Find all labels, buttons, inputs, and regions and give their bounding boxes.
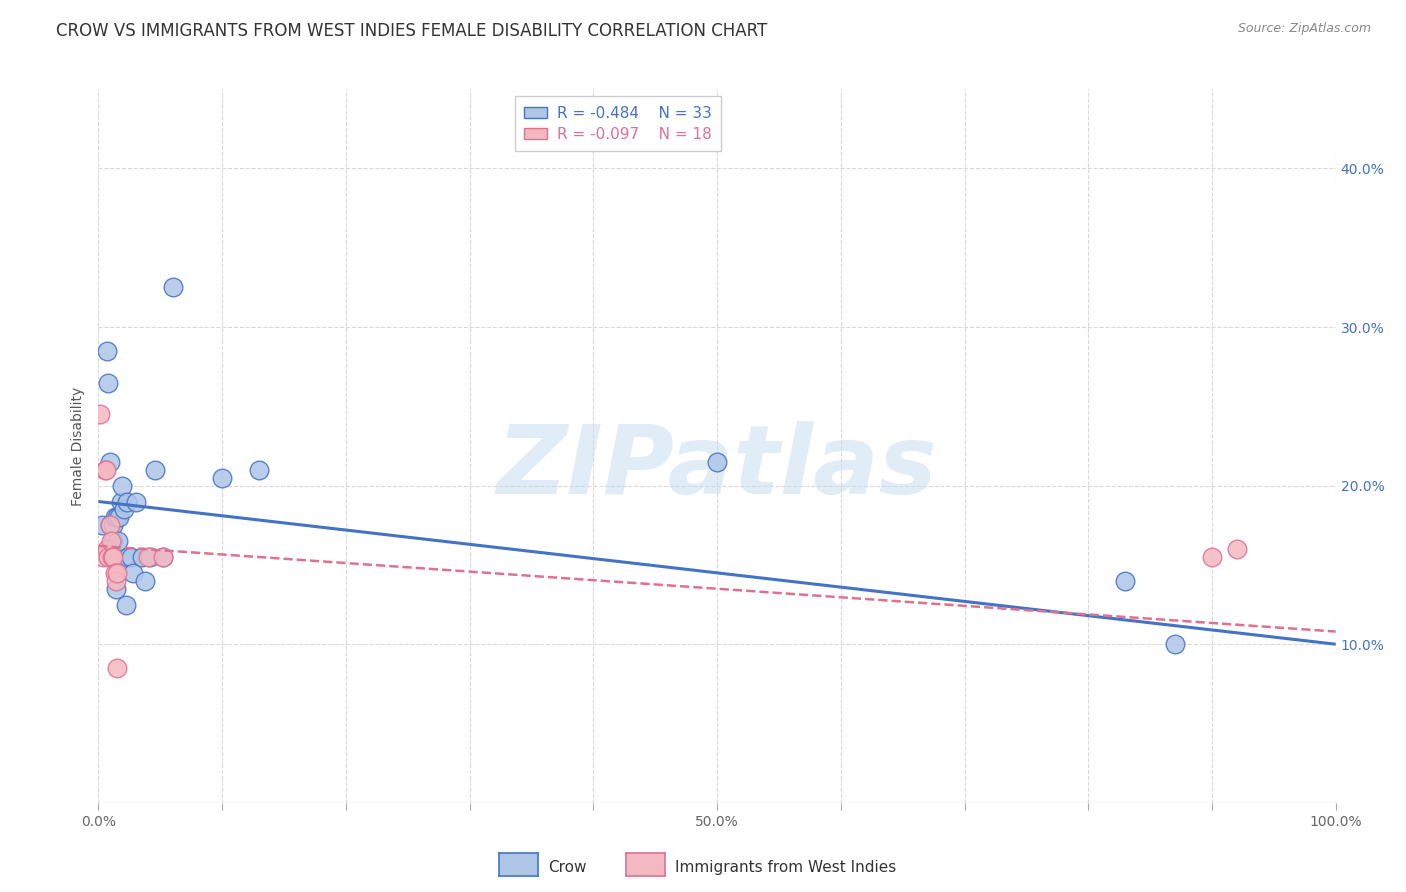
- Point: [103, 518, 125, 533]
- Text: Source: ZipAtlas.com: Source: ZipAtlas.com: [1237, 22, 1371, 36]
- Point: [100, 534, 122, 549]
- Point: [122, 566, 145, 580]
- Point: [103, 534, 125, 549]
- Point: [97, 549, 120, 564]
- Point: [112, 502, 135, 516]
- Point: [105, 566, 128, 580]
- Y-axis label: Female Disability: Female Disability: [72, 386, 86, 506]
- Text: ZIPatlas: ZIPatlas: [496, 421, 938, 514]
- Point: [105, 661, 128, 675]
- Point: [120, 549, 142, 564]
- Point: [211, 471, 233, 485]
- Point: [103, 566, 125, 580]
- Point: [103, 549, 125, 564]
- Point: [152, 549, 174, 564]
- Point: [706, 455, 728, 469]
- Point: [104, 582, 127, 596]
- Point: [143, 463, 166, 477]
- Point: [98, 455, 121, 469]
- Point: [134, 574, 156, 588]
- Point: [110, 494, 132, 508]
- Point: [131, 549, 153, 564]
- Point: [1114, 574, 1136, 588]
- Point: [1201, 549, 1223, 564]
- Point: [108, 510, 131, 524]
- Point: [1226, 542, 1249, 557]
- Point: [136, 549, 159, 564]
- Point: [105, 510, 128, 524]
- Point: [124, 494, 146, 508]
- Point: [94, 463, 117, 477]
- Point: [97, 376, 120, 390]
- Point: [93, 463, 115, 477]
- Point: [104, 574, 127, 588]
- Point: [152, 549, 174, 564]
- Text: CROW VS IMMIGRANTS FROM WEST INDIES FEMALE DISABILITY CORRELATION CHART: CROW VS IMMIGRANTS FROM WEST INDIES FEMA…: [56, 22, 768, 40]
- Point: [96, 343, 118, 358]
- Point: [162, 280, 184, 294]
- Point: [101, 549, 124, 564]
- Point: [89, 407, 111, 421]
- Point: [98, 518, 121, 533]
- Point: [117, 549, 139, 564]
- Point: [247, 463, 270, 477]
- Point: [103, 510, 125, 524]
- Point: [139, 549, 162, 564]
- Point: [115, 494, 138, 508]
- Legend: R = -0.484    N = 33, R = -0.097    N = 18: R = -0.484 N = 33, R = -0.097 N = 18: [515, 96, 721, 151]
- Point: [107, 534, 129, 549]
- Point: [98, 518, 121, 533]
- Point: [96, 542, 118, 557]
- Point: [101, 549, 124, 564]
- Point: [1164, 637, 1187, 651]
- Point: [93, 549, 115, 564]
- Point: [91, 518, 114, 533]
- Text: Immigrants from West Indies: Immigrants from West Indies: [675, 861, 896, 875]
- Point: [111, 478, 134, 492]
- Point: [114, 598, 136, 612]
- Text: Crow: Crow: [548, 861, 586, 875]
